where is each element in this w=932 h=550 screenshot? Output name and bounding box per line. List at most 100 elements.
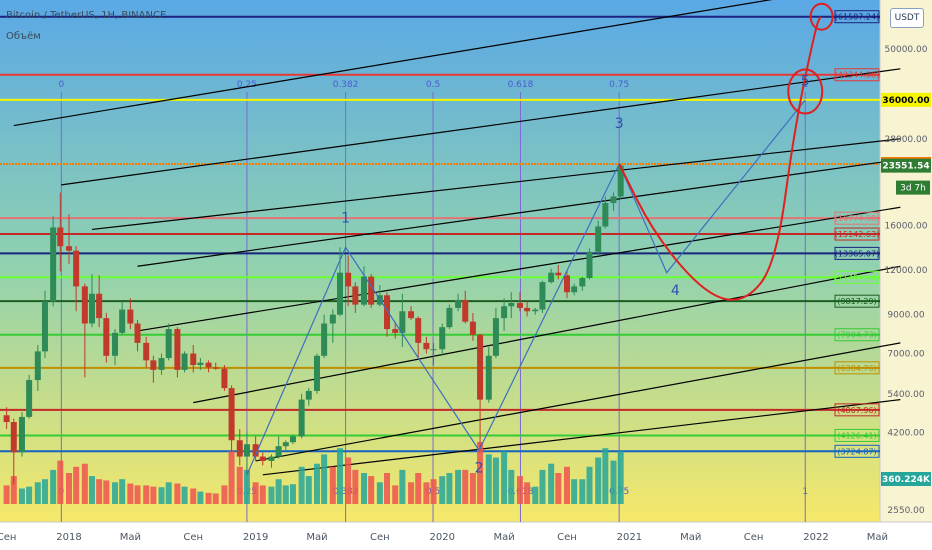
volume-bar	[579, 479, 586, 504]
volume-bar	[586, 466, 593, 504]
volume-bar	[181, 486, 188, 504]
volume-bar	[361, 473, 368, 504]
time-axis-tick-label: Май	[867, 532, 888, 543]
candle-body	[305, 390, 312, 400]
candle-body	[34, 351, 41, 381]
level-label: (15142.63)	[835, 230, 879, 239]
time-axis-tick-label: Сен	[183, 532, 203, 543]
candle-body	[532, 309, 539, 312]
volume-bar	[617, 451, 624, 504]
candle-body	[329, 314, 336, 324]
fib-time-zone-label-top: 1	[802, 80, 808, 90]
price-badge-bg	[881, 92, 931, 107]
level-label: (61587.24)	[835, 13, 879, 22]
volume-bar	[119, 479, 126, 504]
candle-body	[228, 388, 235, 441]
volume-bar	[399, 469, 406, 504]
time-axis-tick-label: Май	[306, 532, 327, 543]
volume-bar	[275, 479, 282, 504]
candle-body	[392, 329, 399, 333]
candle-body	[602, 203, 609, 227]
candle-body	[181, 353, 188, 370]
wave-label: 3	[615, 116, 624, 132]
volume-bar	[516, 476, 523, 504]
time-axis-tick-label: Сен	[744, 532, 764, 543]
candle-body	[259, 456, 266, 461]
volume-bar	[485, 454, 492, 504]
volume-bar	[66, 473, 72, 504]
candle-body	[221, 368, 228, 389]
volume-bar	[345, 457, 352, 504]
volume-bar	[259, 485, 266, 504]
candle-body	[430, 349, 437, 351]
target-circle-top	[809, 2, 834, 31]
candle-body	[190, 353, 197, 366]
candle-body	[26, 380, 33, 417]
candle-body	[384, 295, 391, 330]
volume-bar	[81, 463, 88, 504]
volume-bar	[26, 486, 33, 504]
candle-body	[368, 276, 375, 305]
level-label-box	[834, 328, 880, 342]
candle-body	[415, 318, 422, 343]
candle-body	[57, 227, 64, 247]
candle-body	[150, 360, 157, 370]
candle-body	[439, 327, 446, 350]
volume-bar	[455, 469, 462, 504]
candle-body	[212, 367, 219, 369]
candle-body	[119, 309, 126, 333]
volume-bar	[112, 482, 119, 504]
candle-body	[492, 318, 499, 356]
channel-line	[91, 138, 901, 231]
candle-body	[345, 272, 352, 287]
level-label-box	[834, 68, 880, 82]
volume-bar	[10, 476, 17, 504]
level-label: (42344.88)	[835, 71, 879, 80]
currency-button[interactable]: USDT	[890, 8, 924, 28]
candle-body	[595, 226, 602, 252]
volume-bar	[321, 454, 328, 504]
wave-label: 5	[801, 74, 810, 90]
wave-label: 1	[341, 211, 350, 227]
candle-body	[103, 318, 110, 356]
candle-body	[477, 334, 484, 400]
candle-body	[336, 272, 343, 315]
volume-bar	[408, 482, 415, 504]
candle-body	[361, 276, 368, 305]
level-label: (11454.64)	[835, 273, 879, 282]
forecast-projection-path	[618, 16, 822, 301]
volume-bar	[252, 482, 259, 504]
channel-line	[137, 206, 901, 332]
volume-bar	[143, 485, 150, 504]
volume-bar	[282, 485, 289, 504]
level-label-box	[834, 428, 880, 442]
price-badge-bg	[881, 158, 931, 173]
candle-body	[501, 306, 508, 319]
volume-bar	[34, 482, 41, 504]
candle-body	[50, 227, 57, 302]
countdown-badge: 3d 7h	[900, 184, 926, 194]
level-label: (16774.98)	[835, 214, 879, 223]
volume-bar	[392, 485, 399, 504]
countdown-badge-bg	[896, 180, 930, 195]
candle-body	[197, 362, 204, 366]
volume-bar	[228, 451, 235, 504]
candle-body	[158, 358, 165, 370]
volume-bar	[571, 479, 578, 504]
price-axis-tick-label: 7000.00	[887, 350, 924, 360]
level-label-box	[834, 10, 880, 24]
volume-bar	[423, 482, 430, 504]
volume-bar	[298, 466, 305, 504]
volume-bar	[446, 473, 453, 504]
volume-bar	[158, 487, 165, 504]
volume-bar	[477, 442, 484, 504]
channel-line	[61, 68, 901, 186]
fib-time-zone-label-top: 0.25	[237, 80, 257, 90]
time-axis-tick-label: Май	[493, 532, 514, 543]
candle-body	[571, 286, 578, 293]
volume-bar	[50, 469, 57, 504]
level-label-box	[834, 246, 880, 260]
price-axis-background	[880, 0, 932, 522]
candle-body	[298, 399, 305, 437]
price-badge: 23551.54	[882, 162, 929, 172]
